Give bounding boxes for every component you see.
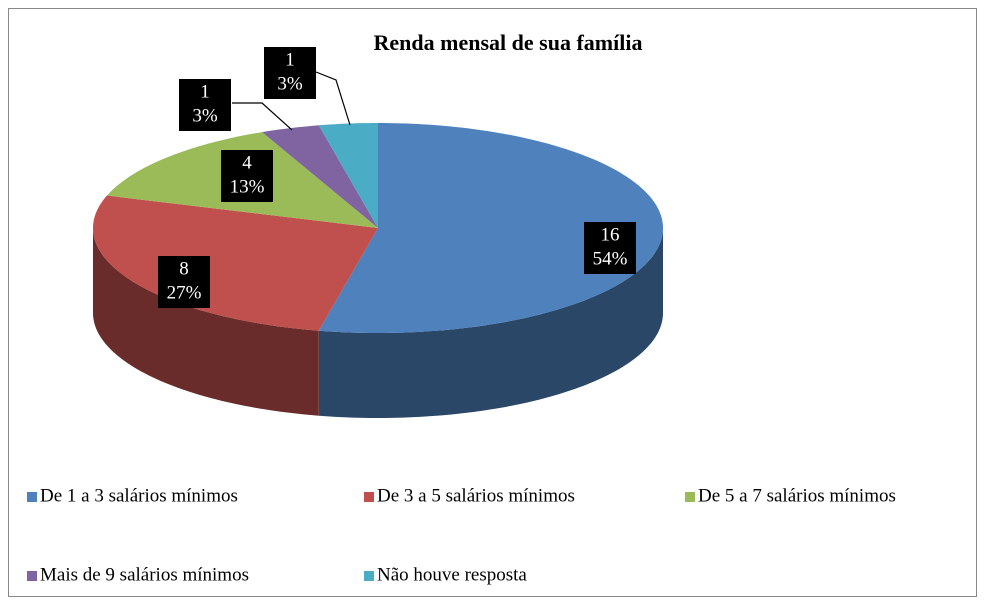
leader-line bbox=[315, 71, 351, 126]
slice bbox=[318, 123, 378, 228]
percent-label: 3% bbox=[277, 73, 303, 94]
value-label: 4 bbox=[242, 152, 252, 173]
chart-title: Renda mensal de sua família bbox=[374, 30, 643, 55]
legend-label: De 5 a 7 salários mínimos bbox=[698, 485, 896, 506]
legend-swatch bbox=[364, 492, 374, 502]
percent-label: 13% bbox=[230, 176, 265, 197]
label-box bbox=[584, 222, 636, 274]
label-box bbox=[158, 256, 210, 308]
legend-swatch bbox=[364, 571, 374, 581]
pie bbox=[93, 123, 663, 418]
legend-label: Mais de 9 salários mínimos bbox=[40, 564, 249, 585]
legend-label: De 3 a 5 salários mínimos bbox=[377, 485, 575, 506]
legend-label: De 1 a 3 salários mínimos bbox=[40, 485, 238, 506]
percent-label: 27% bbox=[167, 282, 202, 303]
label-box bbox=[221, 150, 273, 202]
label-box bbox=[264, 47, 316, 99]
value-label: 1 bbox=[200, 81, 210, 102]
slice bbox=[318, 123, 663, 333]
leader-line bbox=[232, 102, 293, 131]
value-label: 8 bbox=[179, 258, 189, 279]
slice bbox=[262, 125, 378, 228]
legend-label: Não houve resposta bbox=[377, 564, 527, 585]
percent-label: 3% bbox=[192, 105, 218, 126]
legend-swatch bbox=[27, 492, 37, 502]
legend: De 1 a 3 salários mínimos De 3 a 5 salári… bbox=[27, 485, 896, 585]
value-label: 1 bbox=[285, 49, 295, 70]
slice-side bbox=[318, 228, 663, 418]
value-label: 16 bbox=[601, 224, 620, 245]
percent-label: 54% bbox=[593, 248, 628, 269]
legend-swatch bbox=[27, 571, 37, 581]
slice-side bbox=[93, 228, 319, 416]
label-box bbox=[179, 79, 231, 131]
legend-swatch bbox=[685, 492, 695, 502]
